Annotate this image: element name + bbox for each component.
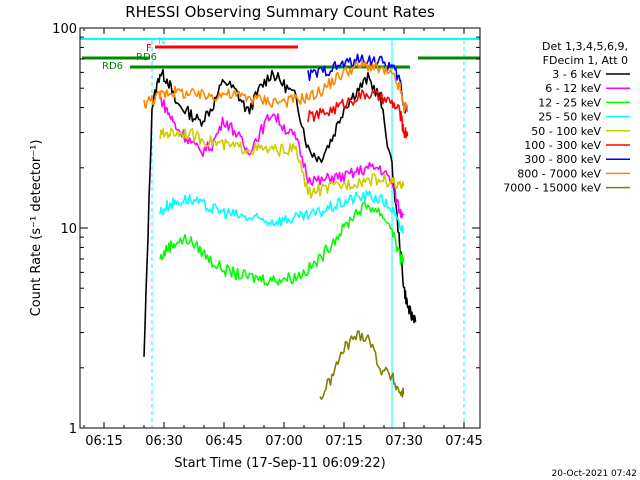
x-tick-label: 06:15 (85, 434, 122, 449)
x-tick-label: 07:15 (325, 434, 362, 449)
y-tick-label: 100 (52, 22, 77, 37)
x-tick-label: 07:45 (445, 434, 482, 449)
series-line-3-6-kev (143, 68, 417, 357)
legend-label: 12 - 25 keV (538, 96, 601, 109)
y-tick-label: 1 (69, 422, 77, 437)
plot-frame (79, 27, 481, 429)
x-tick-label: 07:30 (385, 434, 422, 449)
legend-label: 7000 - 15000 keV (503, 182, 601, 195)
n-mode-label: N (158, 36, 165, 47)
series-line-300-800-kev (307, 53, 409, 114)
legend-label: 100 - 300 keV (524, 139, 601, 152)
rd6-label-2: RD6 (102, 61, 123, 72)
chart-title: RHESSI Observing Summary Count Rates (125, 3, 435, 21)
rd6-label-1: RD6 (136, 52, 157, 63)
legend: Det 1,3,4,5,6,9, FDecim 1, Att 0 3 - 6 k… (503, 40, 630, 195)
y-axis-label: Count Rate (s⁻¹ detector⁻¹) (29, 140, 44, 317)
legend-label: 3 - 6 keV (552, 68, 601, 81)
x-tick-label: 07:00 (265, 434, 302, 449)
legend-label: 25 - 50 keV (538, 111, 601, 124)
series-line-100-300-kev (307, 89, 409, 139)
series-line-6-12-kev (159, 95, 405, 219)
series-line-800-7000-kev (143, 60, 409, 113)
x-tick-label: 06:30 (145, 434, 182, 449)
series-line-12-25-kev (159, 201, 405, 287)
legend-header-line-2: FDecim 1, Att 0 (543, 54, 628, 67)
series-line-7000-15000-kev (319, 330, 405, 401)
y-tick-label: 10 (60, 222, 77, 237)
series-line-25-50-kev (159, 190, 405, 234)
x-tick-label: 06:45 (205, 434, 242, 449)
legend-header-line-1: Det 1,3,4,5,6,9, (542, 40, 628, 53)
legend-label: 300 - 800 keV (524, 153, 601, 166)
series-line-50-100-kev (159, 127, 405, 199)
n-mode-bar-left (80, 38, 480, 40)
legend-label: 800 - 7000 keV (517, 167, 601, 180)
flare-flag-label: F (146, 43, 152, 54)
legend-label: 50 - 100 keV (531, 125, 601, 138)
axes: 06:15 06:30 06:45 07:00 07:15 07:30 07:45 1 10 10… (52, 22, 483, 449)
x-axis-label: Start Time (17-Sep-11 06:09:22) (174, 456, 385, 471)
footer-date: 20-Oct-2021 07:42 (552, 469, 637, 479)
legend-label: 6 - 12 keV (545, 82, 601, 95)
